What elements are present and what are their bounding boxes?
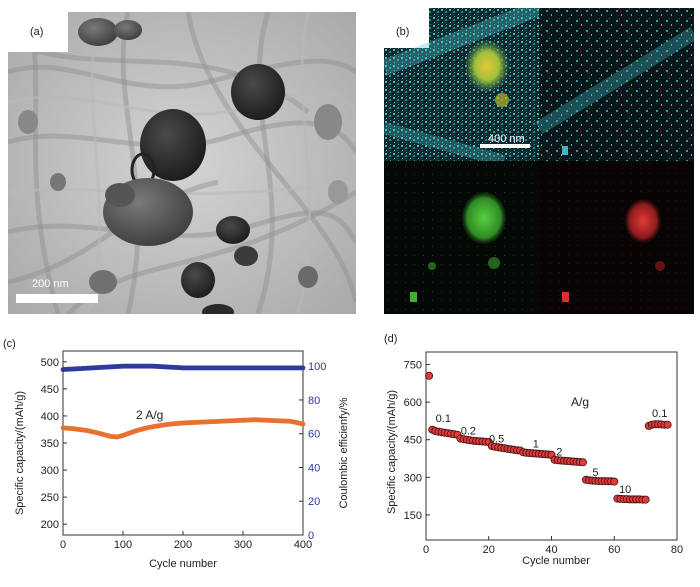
efficiency-point [300,365,306,371]
scale-bar-b-label: 400 nm [488,133,525,145]
rate-label: 5 [592,467,598,479]
rate-capacity-point [610,477,619,486]
x-tick-label: 100 [114,539,132,551]
rate-label: 0.2 [461,426,476,438]
x-tick-label: 20 [483,544,495,556]
y-tick-label: 300 [404,472,422,484]
rate-capacity-point [425,371,434,380]
chart-c-frame [62,350,304,536]
x-tick-label: 400 [294,539,312,551]
y2-tick-label: 60 [308,429,320,441]
x-tick-label: 40 [545,544,557,556]
y-tick-label: 450 [404,435,422,447]
chart-cycling: (c) 2 A/g Specific capacity/(mAh/g) Coul… [3,338,350,570]
y-tick-label: 450 [41,384,59,396]
y2-tick-label: 80 [308,395,320,407]
chart-d-frame [425,351,678,541]
x-tick-label: 300 [234,539,252,551]
rate-capacity-point [663,420,672,429]
rate-capacity-point [641,495,650,504]
y2-tick-label: 20 [308,496,320,508]
panel-a: (a) 200 nm [7,11,359,320]
chart-rate: (d) A/g Specific capacity/(mAh/g) Cycle … [384,333,683,567]
x-tick-label: 0 [423,544,429,556]
element-map: 400 nm [381,0,698,314]
chart-d-x-axis-label: Cycle number [522,555,590,567]
y-tick-label: 500 [41,357,59,369]
y-tick-label: 150 [404,510,422,522]
x-tick-label: 200 [174,539,192,551]
y-tick-label: 200 [41,519,59,531]
panel-b-label: (b) [396,26,410,38]
chart-d-unit-annotation: A/g [571,395,589,409]
y2-tick-label: 100 [308,361,326,373]
rate-label: 2 [556,446,562,458]
panel-a-label: (a) [30,26,44,38]
rate-label: 10 [619,484,631,496]
x-tick-label: 60 [608,544,620,556]
y-tick-label: 250 [41,492,59,504]
rate-label: 0.5 [489,434,504,446]
y2-tick-label: 40 [308,462,320,474]
chart-c-x-axis-label: Cycle number [149,558,217,570]
chart-c-y-axis-label: Specific capacity/(mAh/g) [14,391,26,515]
y2-tick-label: 0 [308,530,314,542]
scale-bar-label: 200 nm [32,278,69,290]
y-tick-label: 300 [41,465,59,477]
chart-d-y-axis-label: Specific capacity/(mAh/g) [386,390,398,514]
y-tick-label: 750 [404,360,422,372]
chart-c-annotation: 2 A/g [136,408,163,422]
x-tick-label: 80 [671,544,683,556]
rate-capacity-point [578,458,587,467]
y-tick-label: 400 [41,411,59,423]
y-tick-label: 350 [41,438,59,450]
panel-b: 400 nm (b) [381,0,698,314]
chart-c-y2-axis-label: Coulombic efficienfy/% [338,397,350,508]
rate-label: 1 [533,438,539,450]
x-tick-label: 0 [60,539,66,551]
chart-d-panel-label: (d) [384,333,397,345]
tem-image [7,11,359,320]
chart-c-panel-label: (c) [3,338,16,350]
y-tick-label: 600 [404,397,422,409]
rate-label: 0.1 [436,413,451,425]
rate-label: 0.1 [652,408,667,420]
capacity-point [300,421,306,427]
